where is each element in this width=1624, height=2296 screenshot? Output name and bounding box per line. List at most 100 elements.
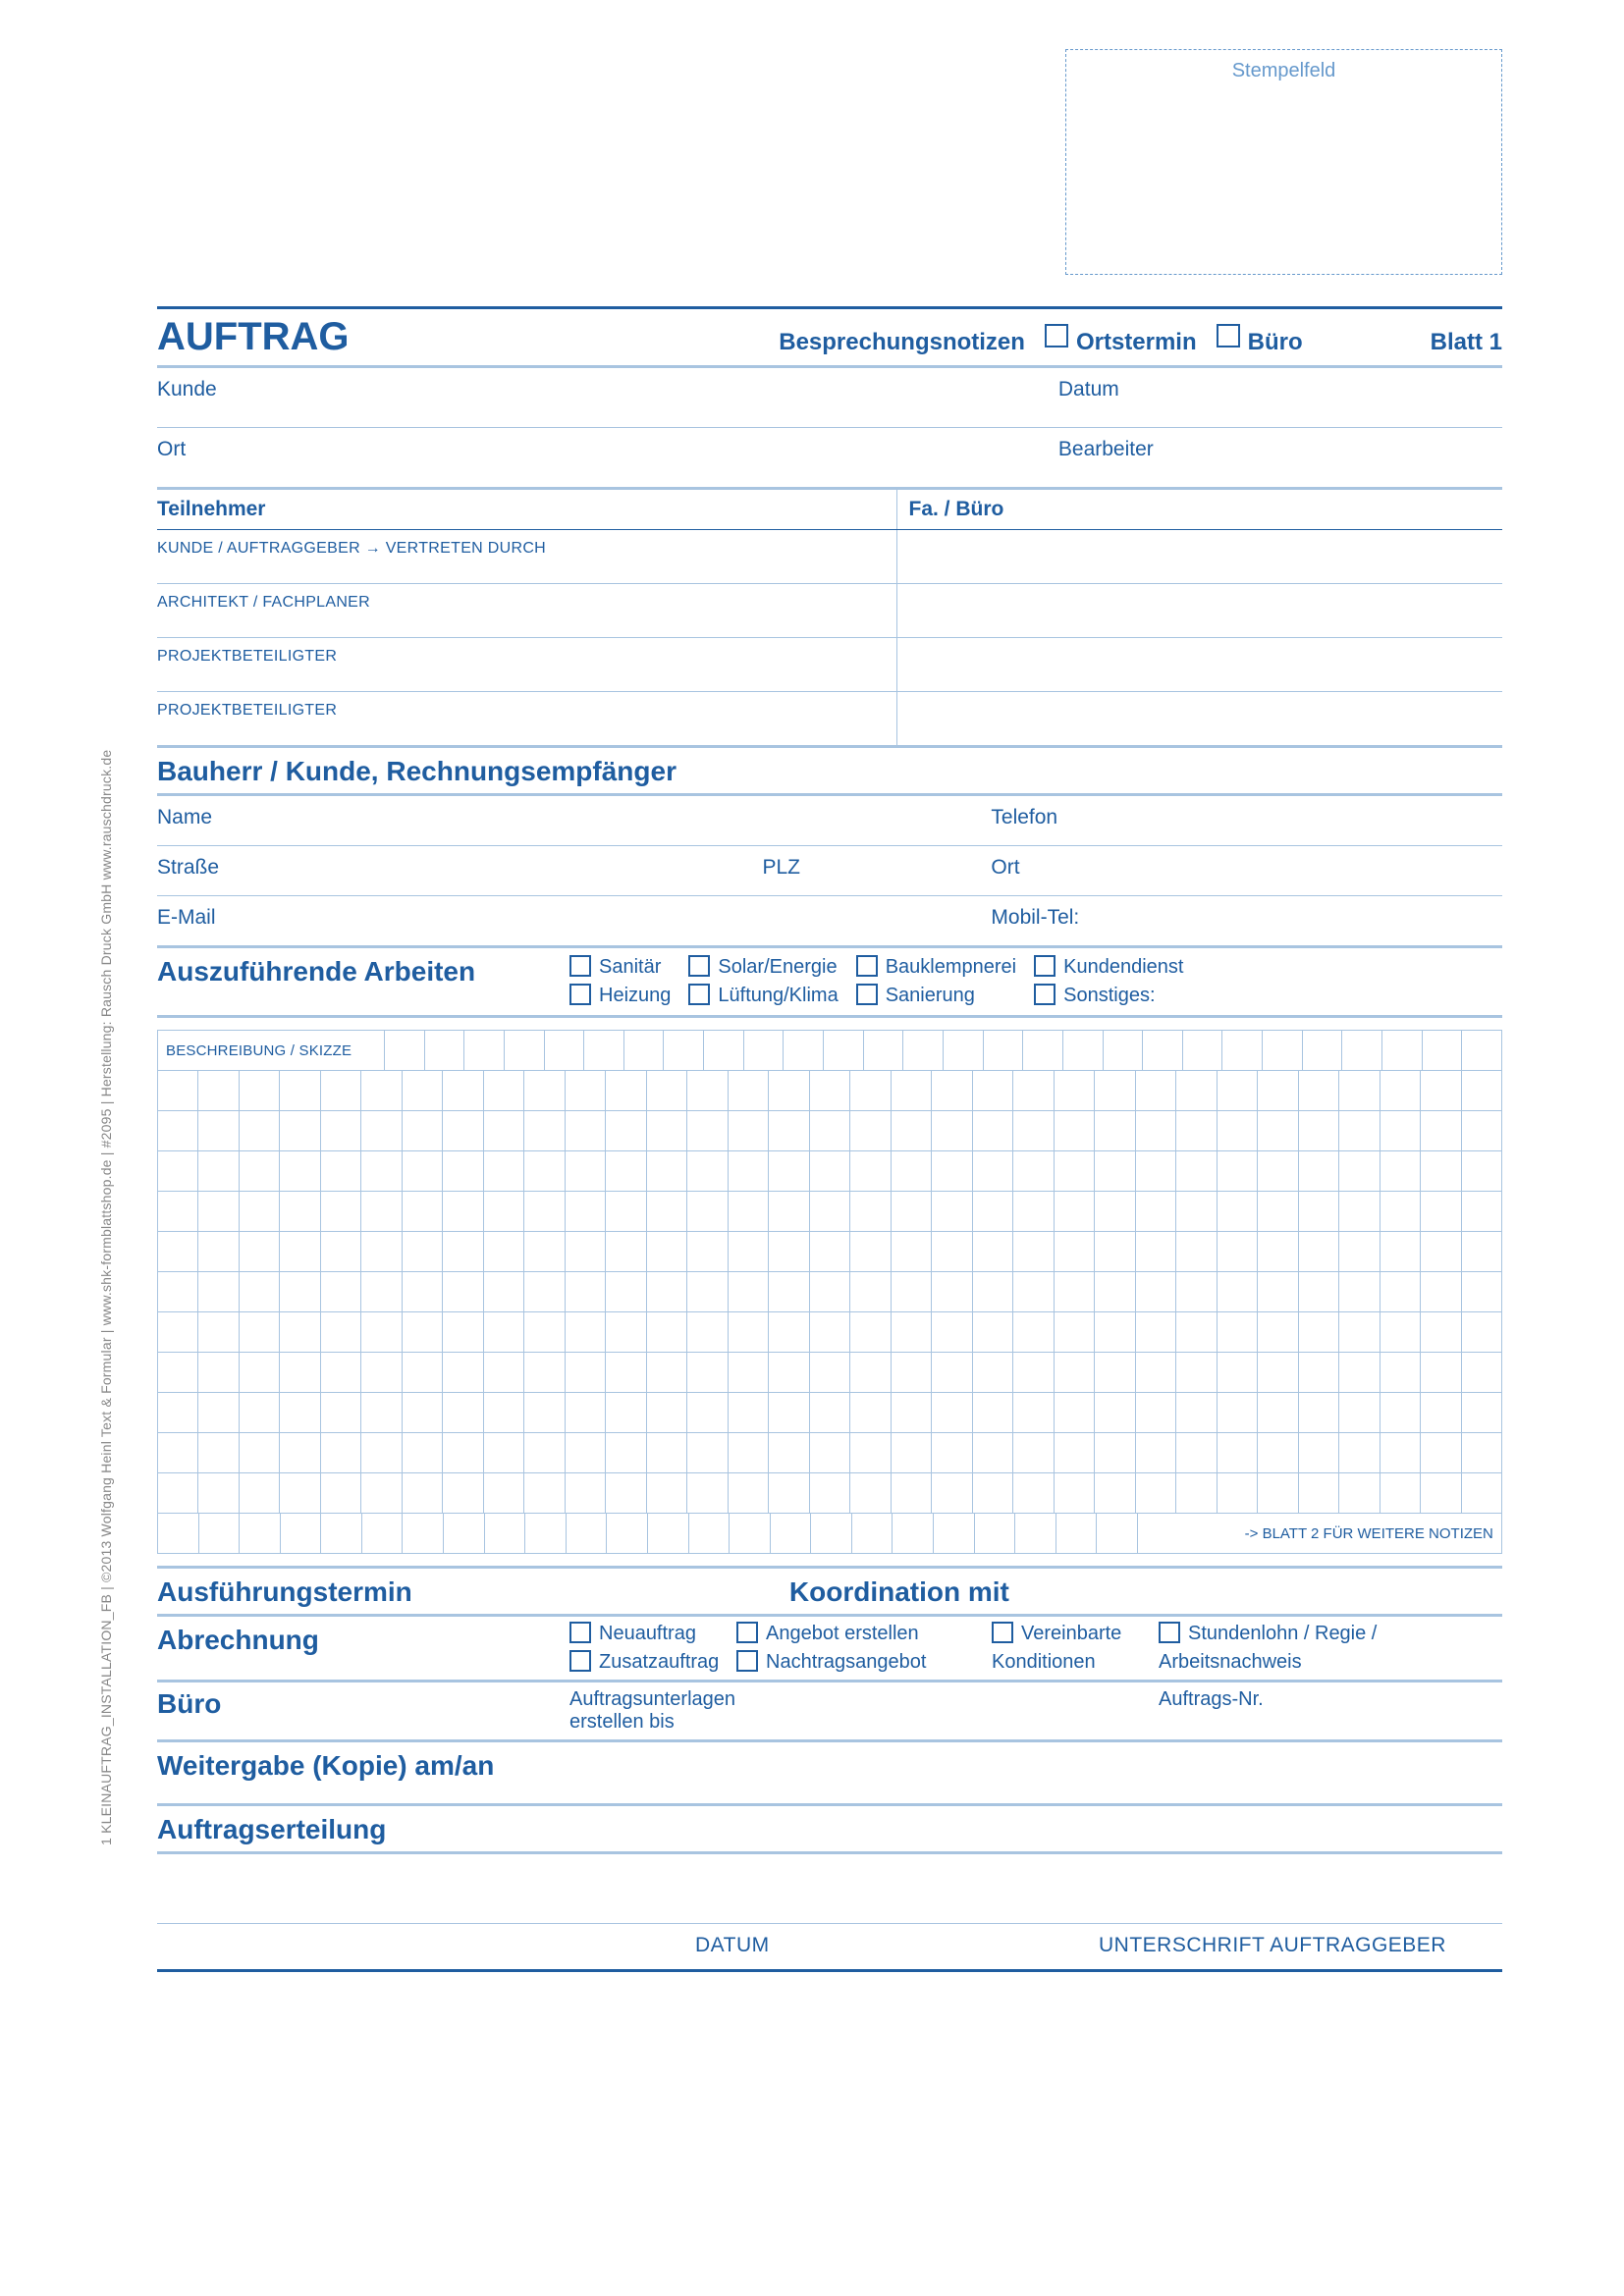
buro-block: Büro Auftragsunterlagen erstellen bis Au…	[157, 1682, 1502, 1739]
checkbox-l-ftung-klima[interactable]	[688, 984, 710, 1005]
work-check-item: Kundendienst	[1034, 956, 1183, 979]
row-ort-bearbeiter: Ort Bearbeiter	[157, 428, 1502, 487]
auftragsunterlagen-label: Auftragsunterlagen	[569, 1688, 1159, 1711]
label-kunde: Kunde	[157, 378, 1058, 401]
form-content: Stempelfeld AUFTRAG Besprechungsnotizen …	[157, 49, 1502, 1972]
teilnehmer-row: ARCHITEKT / FACHPLANER	[157, 584, 1502, 637]
abrech-cell: Nachtragsangebot	[736, 1651, 992, 1674]
work-check-item: Heizung	[569, 985, 671, 1007]
datum-sig-label: DATUM	[695, 1934, 1099, 1957]
unterschrift-label: UNTERSCHRIFT AUFTRAGGEBER	[1099, 1934, 1446, 1957]
checkbox-zusatzauftrag[interactable]	[569, 1650, 591, 1672]
label-ortstermin: Ortstermin	[1076, 329, 1197, 356]
buro-head: Büro	[157, 1682, 569, 1739]
work-check-label: Lüftung/Klima	[718, 985, 838, 1006]
sketch-grid[interactable]: BESCHREIBUNG / SKIZZE -> BLATT 2 FÜR WEIT…	[157, 1030, 1502, 1554]
row-name-tel: Name Telefon	[157, 796, 1502, 845]
abrech-cell: Stundenlohn / Regie /	[1159, 1623, 1414, 1645]
abrech-label: Vereinbarte	[1021, 1623, 1121, 1644]
label-ort2: Ort	[991, 856, 1019, 880]
checkbox-vereinbarte[interactable]	[992, 1622, 1013, 1643]
grid-row: BESCHREIBUNG / SKIZZE	[158, 1031, 1502, 1071]
teilnehmer-row: PROJEKTBETEILIGTER	[157, 638, 1502, 691]
abrech-label: Angebot erstellen	[766, 1623, 919, 1644]
work-check-item: Sanitär	[569, 956, 671, 979]
work-check-item: Bauklempnerei	[856, 956, 1016, 979]
row-kunde-datum: Kunde Datum	[157, 368, 1502, 427]
checkbox-ortstermin[interactable]	[1045, 324, 1068, 347]
label-bearbeiter: Bearbeiter	[1058, 438, 1154, 461]
checkbox-kundendienst[interactable]	[1034, 955, 1056, 977]
teilnehmer-label: KUNDE / AUFTRAGGEBER → VERTRETEN DURCH	[157, 530, 896, 583]
abrech-label: Neuauftrag	[599, 1623, 696, 1644]
label-datum: Datum	[1058, 378, 1119, 401]
checkbox-stundenlohn-regie-[interactable]	[1159, 1622, 1180, 1643]
grid-row	[158, 1272, 1502, 1312]
checkbox-neuauftrag[interactable]	[569, 1622, 591, 1643]
work-check-item: Sonstiges:	[1034, 985, 1183, 1007]
abrech-row-1: Neuauftrag Angebot erstellen Vereinbarte St…	[569, 1617, 1502, 1651]
label-telefon: Telefon	[991, 806, 1057, 829]
label-ort: Ort	[157, 438, 1058, 461]
side-imprint: 1 KLEINAUFTRAG_INSTALLATION_FB | ©2013 W…	[98, 750, 114, 1845]
teilnehmer-label: ARCHITEKT / FACHPLANER	[157, 584, 896, 637]
erstellen-bis-label: erstellen bis	[569, 1711, 1159, 1734]
form-title: AUFTRAG	[157, 315, 350, 359]
abrech-label: Stundenlohn / Regie /	[1188, 1623, 1377, 1644]
teilnehmer-label: PROJEKTBETEILIGTER	[157, 638, 896, 691]
work-check-label: Sanitär	[599, 956, 661, 978]
bauherr-head: Bauherr / Kunde, Rechnungsempfänger	[157, 748, 1502, 793]
grid-footer-note: -> BLATT 2 FÜR WEITERE NOTIZEN	[1138, 1514, 1501, 1554]
grid-row: -> BLATT 2 FÜR WEITERE NOTIZEN	[158, 1514, 1502, 1554]
page: 1 KLEINAUFTRAG_INSTALLATION_FB | ©2013 W…	[0, 0, 1624, 2296]
grid-row	[158, 1111, 1502, 1151]
abrech-cell: Arbeitsnachweis	[1159, 1651, 1414, 1674]
grid-row	[158, 1393, 1502, 1433]
arbeiten-row: Auszuführende Arbeiten Sanitär Solar/Ener…	[157, 948, 1502, 1015]
grid-row	[158, 1473, 1502, 1514]
abrech-label: Zusatzauftrag	[599, 1651, 719, 1673]
checkbox-sanierung[interactable]	[856, 984, 878, 1005]
checkbox-angebot-erstellen[interactable]	[736, 1622, 758, 1643]
row-str-plz-ort: Straße PLZ Ort	[157, 846, 1502, 895]
title-row: AUFTRAG Besprechungsnotizen Ortstermin B…	[157, 309, 1502, 365]
termin-koord-row: Ausführungstermin Koordination mit	[157, 1569, 1502, 1614]
ausfuehrungstermin-head: Ausführungstermin	[157, 1576, 789, 1608]
work-check-item: Solar/Energie	[688, 956, 838, 979]
checkbox-bauklempnerei[interactable]	[856, 955, 878, 977]
abrech-cell: Angebot erstellen	[736, 1623, 992, 1645]
grid-row	[158, 1071, 1502, 1111]
arbeiten-head: Auszuführende Arbeiten	[157, 956, 569, 988]
checkbox-sonstiges-[interactable]	[1034, 984, 1056, 1005]
label-plz: PLZ	[763, 856, 992, 880]
checkbox-nachtragsangebot[interactable]	[736, 1650, 758, 1672]
abrech-cell: Vereinbarte	[992, 1623, 1159, 1645]
label-buro: Büro	[1248, 329, 1303, 356]
teilnehmer-row: PROJEKTBETEILIGTER	[157, 692, 1502, 745]
checkbox-buro[interactable]	[1217, 324, 1240, 347]
label-name: Name	[157, 806, 991, 829]
grid-row	[158, 1353, 1502, 1393]
stamp-label: Stempelfeld	[1232, 60, 1336, 81]
grid-row	[158, 1312, 1502, 1353]
work-check-label: Kundendienst	[1063, 956, 1183, 978]
fa-buro-head: Fa. / Büro	[897, 490, 1503, 529]
teilnehmer-row: KUNDE / AUFTRAGGEBER → VERTRETEN DURCH	[157, 530, 1502, 583]
stamp-field: Stempelfeld	[1065, 49, 1502, 275]
checkbox-heizung[interactable]	[569, 984, 591, 1005]
arbeiten-checkboxes: Sanitär Solar/Energie Bauklempnerei Kundend…	[569, 956, 1183, 1007]
sheet-number: Blatt 1	[1431, 329, 1502, 356]
abrech-label: Arbeitsnachweis	[1159, 1651, 1302, 1673]
grid-row	[158, 1192, 1502, 1232]
label-strasse: Straße	[157, 856, 763, 880]
checkbox-sanit-r[interactable]	[569, 955, 591, 977]
teilnehmer-table: Teilnehmer Fa. / Büro	[157, 490, 1502, 529]
work-check-label: Bauklempnerei	[886, 956, 1016, 978]
checkbox-solar-energie[interactable]	[688, 955, 710, 977]
abrechnung-block: Abrechnung NeuauftragAngebot erstellenVe…	[157, 1617, 1502, 1680]
work-check-label: Sonstiges:	[1063, 985, 1155, 1006]
work-check-item: Sanierung	[856, 985, 1016, 1007]
abrech-label: Nachtragsangebot	[766, 1651, 926, 1673]
abrech-cell: Zusatzauftrag	[569, 1651, 736, 1674]
work-check-label: Solar/Energie	[718, 956, 837, 978]
